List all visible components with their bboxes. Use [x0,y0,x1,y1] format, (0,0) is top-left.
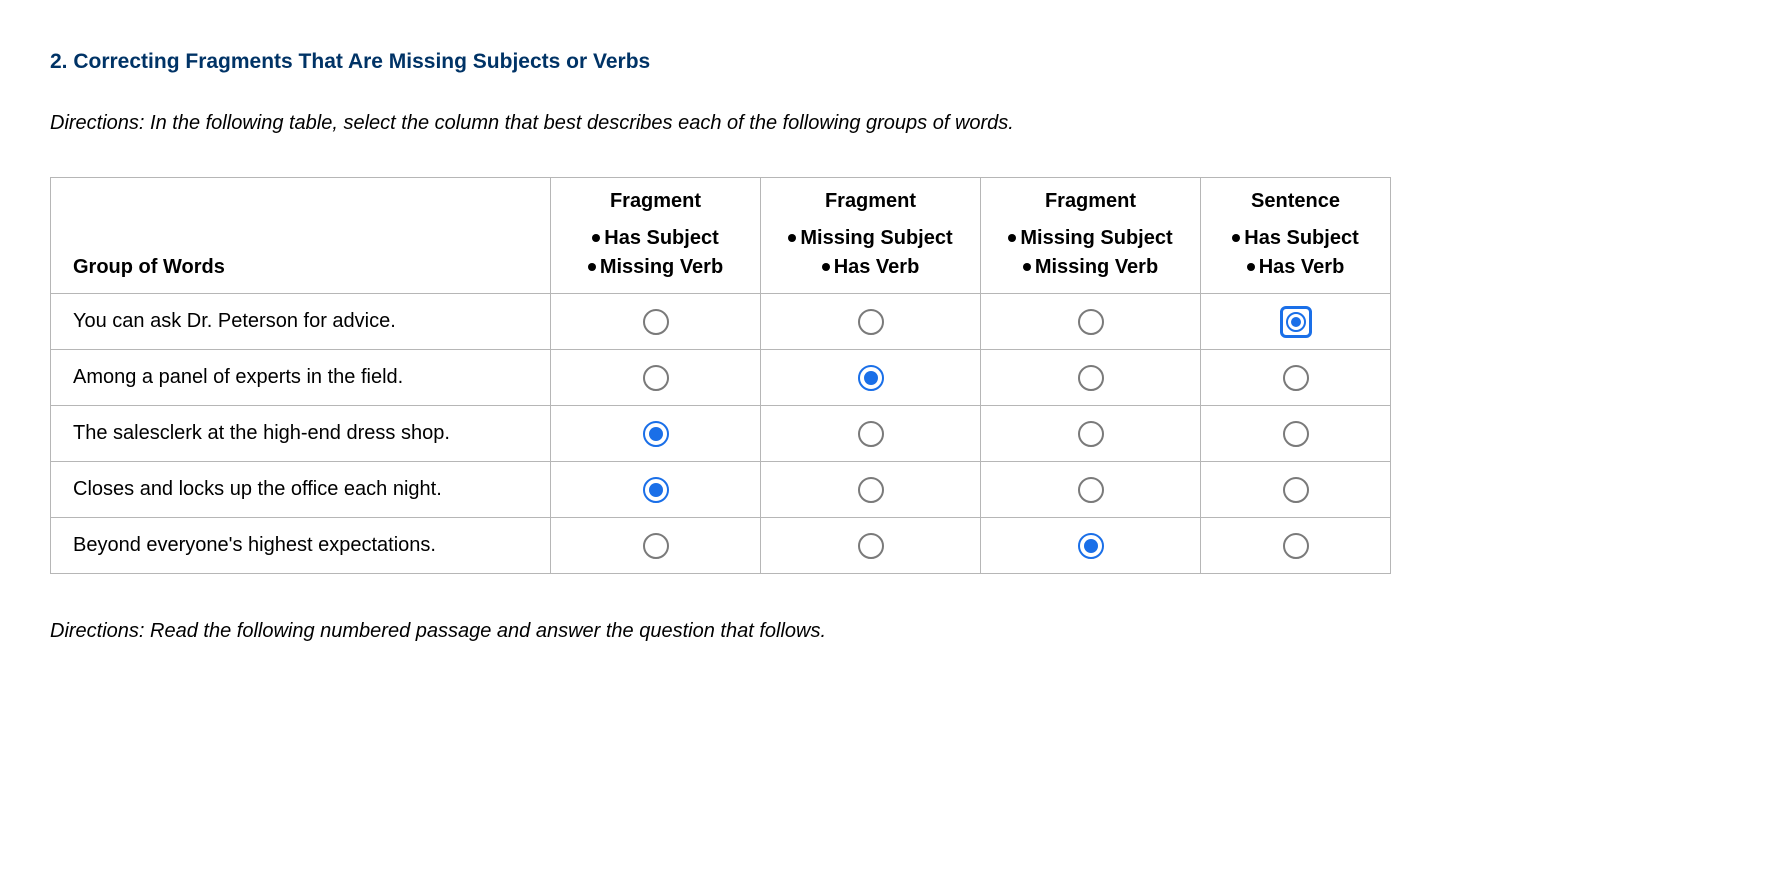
bullet-icon [822,263,830,271]
directions-bottom: Directions: Read the following numbered … [50,620,1450,643]
option-cell [981,518,1201,574]
bullet-icon [1023,263,1031,271]
col-line2-text: Missing Verb [1035,256,1158,278]
col-title: Fragment [567,190,744,213]
section-heading: 2. Correcting Fragments That Are Missing… [50,50,1450,74]
radio-option[interactable] [643,309,669,335]
option-cell [551,406,761,462]
col-line2: Missing Verb [997,256,1184,279]
radio-option[interactable] [858,533,884,559]
col-line1-text: Missing Subject [1020,227,1172,249]
table-row: You can ask Dr. Peterson for advice. [51,294,1391,350]
radio-option[interactable] [1078,309,1104,335]
radio-option[interactable] [1280,306,1312,338]
col-header-2: Fragment Missing Subject Missing Verb [981,178,1201,294]
col-line1-text: Has Subject [1244,227,1358,249]
col-line2-text: Missing Verb [600,256,723,278]
radio-option[interactable] [1283,477,1309,503]
col-line2-text: Has Verb [834,256,920,278]
row-label: You can ask Dr. Peterson for advice. [51,294,551,350]
col-line2-text: Has Verb [1259,256,1345,278]
col-header-0: Fragment Has Subject Missing Verb [551,178,761,294]
radio-option[interactable] [1078,365,1104,391]
option-cell [551,294,761,350]
option-cell [981,406,1201,462]
bullet-icon [588,263,596,271]
row-label: Beyond everyone's highest expectations. [51,518,551,574]
option-cell [981,294,1201,350]
header-row: Group of Words Fragment Has Subject Miss… [51,178,1391,294]
option-cell [761,350,981,406]
option-cell [981,350,1201,406]
option-cell [981,462,1201,518]
option-cell [761,518,981,574]
option-cell [551,350,761,406]
option-cell [1201,406,1391,462]
fragment-classification-table: Group of Words Fragment Has Subject Miss… [50,177,1391,574]
radio-option[interactable] [643,477,669,503]
row-label: The salesclerk at the high-end dress sho… [51,406,551,462]
option-cell [1201,518,1391,574]
directions-top: Directions: In the following table, sele… [50,112,1450,135]
radio-option[interactable] [1283,365,1309,391]
col-line1: Missing Subject [997,227,1184,250]
radio-option[interactable] [1283,421,1309,447]
option-cell [761,462,981,518]
radio-option[interactable] [643,365,669,391]
col-header-3: Sentence Has Subject Has Verb [1201,178,1391,294]
col-line2: Has Verb [1217,256,1374,279]
radio-option[interactable] [858,309,884,335]
bullet-icon [788,234,796,242]
radio-option[interactable] [858,477,884,503]
col-line1-text: Missing Subject [800,227,952,249]
bullet-icon [592,234,600,242]
table-body: You can ask Dr. Peterson for advice.Amon… [51,294,1391,574]
bullet-icon [1247,263,1255,271]
table-head: Group of Words Fragment Has Subject Miss… [51,178,1391,294]
col-line1-text: Has Subject [604,227,718,249]
radio-option[interactable] [1283,533,1309,559]
radio-option[interactable] [1078,533,1104,559]
col-line1: Missing Subject [777,227,964,250]
row-label: Among a panel of experts in the field. [51,350,551,406]
radio-option[interactable] [858,365,884,391]
row-header-cell: Group of Words [51,178,551,294]
radio-option[interactable] [643,533,669,559]
exercise-page: 2. Correcting Fragments That Are Missing… [0,0,1500,673]
col-title: Fragment [997,190,1184,213]
radio-option[interactable] [1078,477,1104,503]
col-title: Fragment [777,190,964,213]
row-label: Closes and locks up the office each nigh… [51,462,551,518]
option-cell [551,518,761,574]
radio-option[interactable] [858,421,884,447]
bullet-icon [1008,234,1016,242]
option-cell [1201,294,1391,350]
option-cell [761,406,981,462]
option-cell [761,294,981,350]
option-cell [1201,462,1391,518]
table-row: Closes and locks up the office each nigh… [51,462,1391,518]
radio-option[interactable] [1078,421,1104,447]
col-line2: Has Verb [777,256,964,279]
table-row: Beyond everyone's highest expectations. [51,518,1391,574]
table-row: Among a panel of experts in the field. [51,350,1391,406]
col-header-1: Fragment Missing Subject Has Verb [761,178,981,294]
option-cell [1201,350,1391,406]
table-row: The salesclerk at the high-end dress sho… [51,406,1391,462]
col-title: Sentence [1217,190,1374,213]
col-line2: Missing Verb [567,256,744,279]
radio-option[interactable] [643,421,669,447]
option-cell [551,462,761,518]
col-line1: Has Subject [567,227,744,250]
bullet-icon [1232,234,1240,242]
col-line1: Has Subject [1217,227,1374,250]
row-header-label: Group of Words [73,256,225,278]
